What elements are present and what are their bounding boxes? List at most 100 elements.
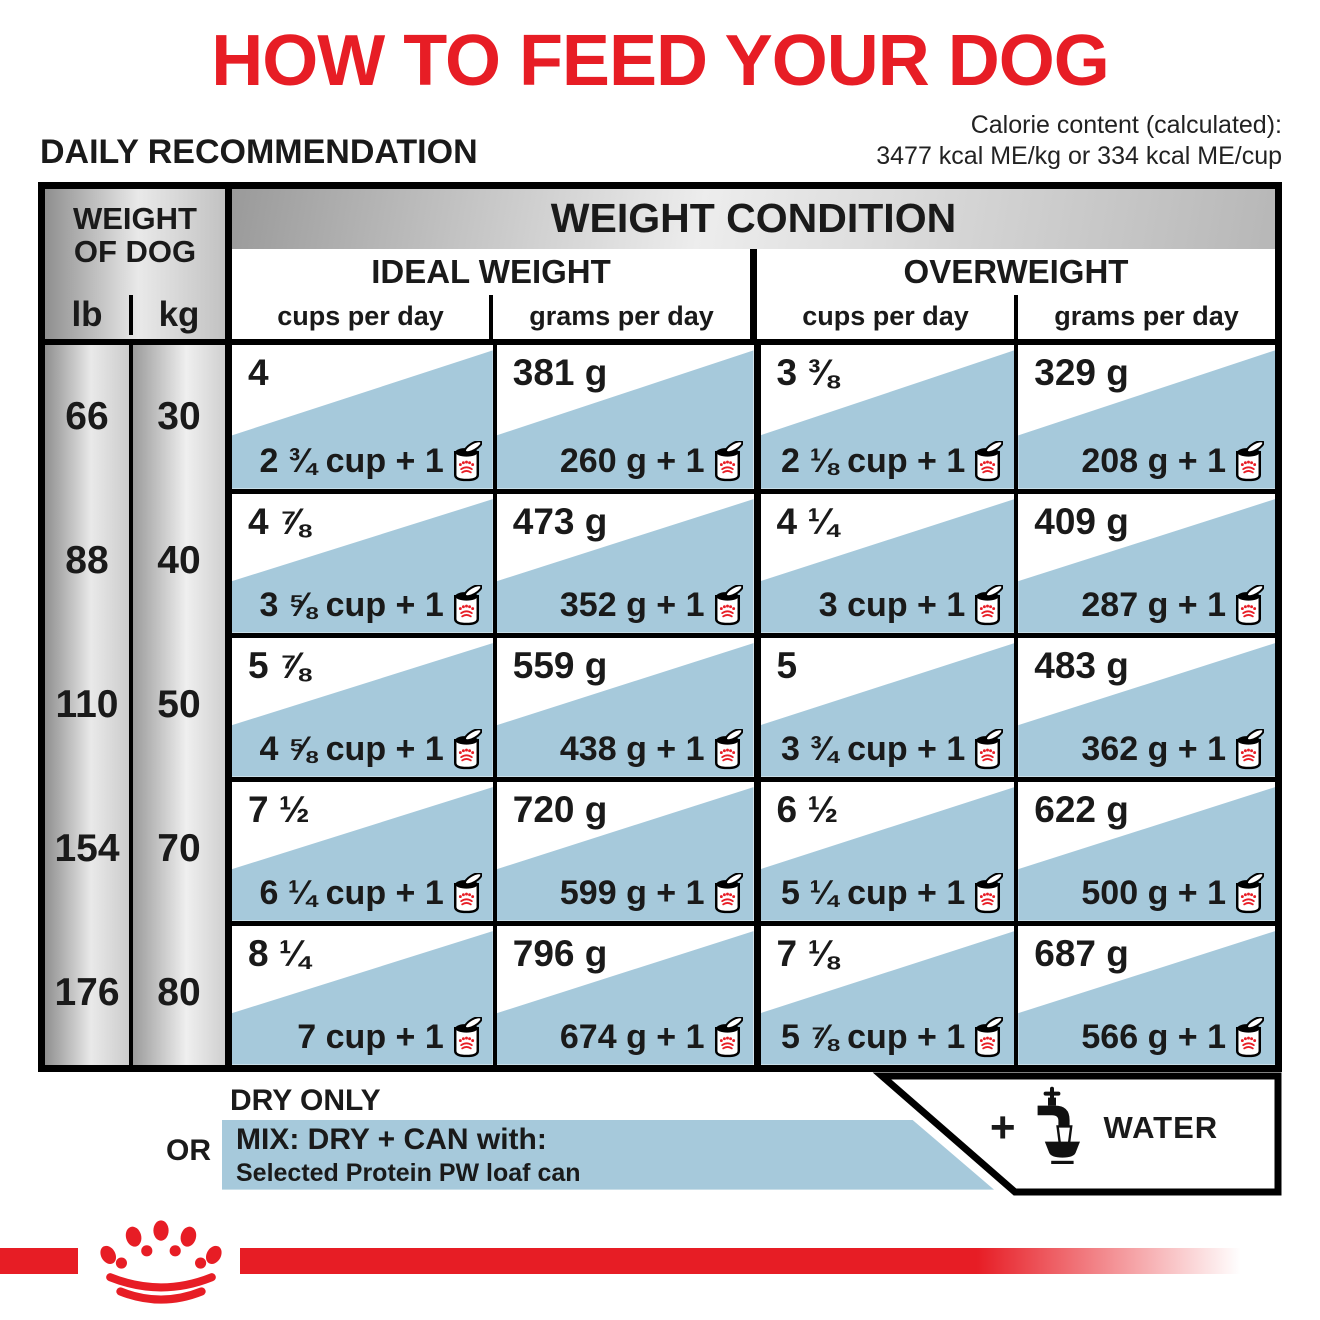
lb-column: 66 88 110 154 176 xyxy=(45,344,129,1065)
table-cell: 559 g 438 g + 1 xyxy=(492,632,754,777)
weight-kg-value: 30 xyxy=(157,394,201,438)
mix-amount: 599 g + 1 xyxy=(559,872,743,914)
mix-amount: 2 ⅛ cup + 1 xyxy=(780,440,1004,482)
can-icon xyxy=(972,728,1004,770)
plus-sign: + xyxy=(989,1102,1016,1152)
lb-header: lb xyxy=(71,294,103,334)
mix-amount-text: 260 g + 1 xyxy=(559,441,705,480)
dry-amount: 5 xyxy=(776,644,798,686)
table-cell: 622 g 500 g + 1 xyxy=(1014,776,1275,921)
mix-amount-text: 3 ¾ cup + 1 xyxy=(780,729,966,768)
water-tap-icon xyxy=(1028,1086,1092,1170)
weight-lb-value: 88 xyxy=(65,538,109,582)
table-header: WEIGHT OF DOG lb kg WEIGHT CONDITION IDE… xyxy=(45,188,1275,339)
weight-of-dog-label: WEIGHT OF DOG xyxy=(73,200,197,269)
can-icon xyxy=(451,728,482,770)
dry-amount: 473 g xyxy=(512,500,608,542)
mix-amount-text: 4 ⅝ cup + 1 xyxy=(259,729,444,768)
dry-amount: 622 g xyxy=(1034,788,1129,830)
royal-canin-crown-logo xyxy=(94,1212,228,1310)
mix-amount-text: 2 ¾ cup + 1 xyxy=(259,441,444,480)
table-cell: 796 g 674 g + 1 xyxy=(492,920,754,1065)
mix-amount: 3 cup + 1 xyxy=(818,584,1004,626)
table-cell: 4 ⅞ 3 ⅝ cup + 1 xyxy=(232,488,493,633)
calorie-content: Calorie content (calculated): 3477 kcal … xyxy=(876,110,1282,172)
cups-per-day-header: cups per day xyxy=(802,301,969,332)
mix-amount: 362 g + 1 xyxy=(1081,728,1264,770)
mix-amount-text: 2 ⅛ cup + 1 xyxy=(780,441,966,480)
section-heading: DAILY RECOMMENDATION xyxy=(40,132,478,171)
mix-amount-text: 566 g + 1 xyxy=(1081,1017,1226,1056)
dry-amount: 3 ⅜ xyxy=(776,351,839,393)
can-icon xyxy=(972,872,1004,914)
dry-amount: 8 ¼ xyxy=(248,932,310,974)
page-title: HOW TO FEED YOUR DOG xyxy=(211,21,1109,101)
table-cell: 687 g 566 g + 1 xyxy=(1014,920,1275,1065)
dry-amount: 5 ⅞ xyxy=(248,644,310,686)
dry-amount: 6 ½ xyxy=(776,788,839,830)
weight-kg-value: 80 xyxy=(157,970,201,1014)
dry-amount: 4 xyxy=(248,351,269,393)
table-cell: 4 2 ¾ cup + 1 xyxy=(232,344,493,489)
table-body: 66 88 110 154 176 30 40 50 70 80 4 2 ¾ cu… xyxy=(45,338,1275,1065)
mix-amount: 208 g + 1 xyxy=(1081,440,1264,482)
mix-amount: 438 g + 1 xyxy=(559,728,743,770)
mix-amount: 287 g + 1 xyxy=(1081,584,1264,626)
table-cell: 473 g 352 g + 1 xyxy=(492,488,754,633)
can-icon xyxy=(712,584,743,626)
mix-amount-text: 287 g + 1 xyxy=(1081,585,1226,624)
calorie-line-2: 3477 kcal ME/kg or 334 kcal ME/cup xyxy=(876,141,1282,170)
can-icon xyxy=(1233,440,1264,482)
dry-amount: 796 g xyxy=(512,932,608,974)
can-icon xyxy=(712,728,743,770)
overweight-section: OVERWEIGHT cups per day grams per day xyxy=(750,248,1275,339)
mix-amount: 352 g + 1 xyxy=(559,584,743,626)
dry-amount: 720 g xyxy=(512,788,608,830)
dry-amount: 7 ½ xyxy=(248,788,310,830)
mix-amount: 500 g + 1 xyxy=(1081,872,1264,914)
can-icon xyxy=(712,872,743,914)
mix-amount: 674 g + 1 xyxy=(560,1016,743,1058)
mix-amount-text: 5 ⅞ cup + 1 xyxy=(780,1017,966,1056)
mix-amount-text: 352 g + 1 xyxy=(559,585,705,624)
can-icon xyxy=(1233,728,1264,770)
table-cell: 4 ¼ 3 cup + 1 xyxy=(753,488,1015,633)
subheader: DAILY RECOMMENDATION Calorie content (ca… xyxy=(40,110,1282,172)
weight-kg-value: 50 xyxy=(157,682,201,726)
can-icon xyxy=(972,440,1004,482)
dry-amount: 4 ⅞ xyxy=(248,500,310,542)
lb-kg-divider xyxy=(129,294,133,335)
ration-grid: 4 2 ¾ cup + 1 381 g 260 g + 1 3 ⅜ 2 ⅛ cup +… xyxy=(225,344,1275,1065)
can-icon xyxy=(451,584,482,626)
can-icon xyxy=(451,1016,482,1058)
mix-product: Selected Protein PW loaf can xyxy=(236,1158,581,1187)
mix-amount: 3 ⅝ cup + 1 xyxy=(259,584,482,626)
calorie-line-1: Calorie content (calculated): xyxy=(970,110,1282,139)
can-icon xyxy=(972,1016,1004,1058)
or-label: OR xyxy=(166,1133,211,1167)
feeding-table: WEIGHT OF DOG lb kg WEIGHT CONDITION IDE… xyxy=(38,181,1282,1072)
weight-of-dog-header: WEIGHT OF DOG lb kg xyxy=(45,188,225,339)
can-icon xyxy=(1233,584,1264,626)
mix-amount-text: 208 g + 1 xyxy=(1081,441,1226,480)
table-cell: 6 ½ 5 ¼ cup + 1 xyxy=(753,776,1015,921)
grams-per-day-header: grams per day xyxy=(489,294,750,339)
mix-amount: 7 cup + 1 xyxy=(297,1016,482,1058)
dry-amount: 7 ⅛ xyxy=(776,932,839,974)
water-box: + WATER xyxy=(954,1078,1254,1178)
grams-per-day-header: grams per day xyxy=(1014,294,1275,339)
table-cell: 3 ⅜ 2 ⅛ cup + 1 xyxy=(753,344,1015,489)
can-icon xyxy=(1233,872,1264,914)
mix-amount-text: 438 g + 1 xyxy=(559,729,705,768)
mix-amount-text: 599 g + 1 xyxy=(559,873,705,912)
mix-amount: 3 ¾ cup + 1 xyxy=(780,728,1004,770)
can-icon xyxy=(972,584,1004,626)
dry-amount: 4 ¼ xyxy=(776,500,839,542)
mix-amount-text: 7 cup + 1 xyxy=(297,1017,444,1056)
mix-amount: 5 ⅞ cup + 1 xyxy=(780,1016,1004,1058)
mix-amount-text: 3 cup + 1 xyxy=(818,585,966,624)
dry-amount: 687 g xyxy=(1034,932,1129,974)
table-cell: 720 g 599 g + 1 xyxy=(492,776,754,921)
weight-kg-value: 40 xyxy=(157,538,201,582)
